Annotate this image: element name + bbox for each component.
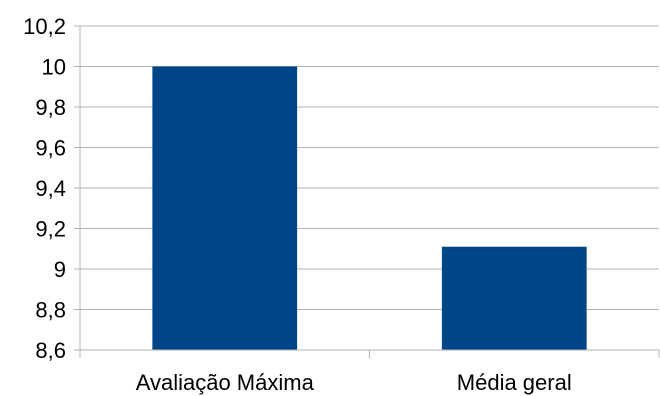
axes (74, 26, 660, 358)
y-tick-label: 9,6 (35, 136, 66, 161)
y-tick-label: 10 (42, 55, 66, 80)
y-tick-label: 9,8 (35, 95, 66, 120)
x-axis-category-labels: Avaliação Máxima Média geral (136, 370, 572, 395)
bars (152, 66, 587, 350)
y-tick-label: 10,2 (23, 14, 66, 39)
y-tick-label: 8,6 (35, 338, 66, 363)
y-tick-label: 9,2 (35, 217, 66, 242)
y-tick-label: 9,4 (35, 176, 66, 201)
bar (441, 246, 587, 350)
x-category-label: Média geral (457, 370, 572, 395)
y-axis-tick-labels: 8,6 8,8 9 9,2 9,4 9,6 9,8 10 10,2 (23, 14, 66, 363)
y-tick-label: 8,8 (35, 298, 66, 323)
y-tick-label: 9 (54, 257, 66, 282)
bar (152, 66, 298, 350)
x-category-label: Avaliação Máxima (136, 370, 315, 395)
